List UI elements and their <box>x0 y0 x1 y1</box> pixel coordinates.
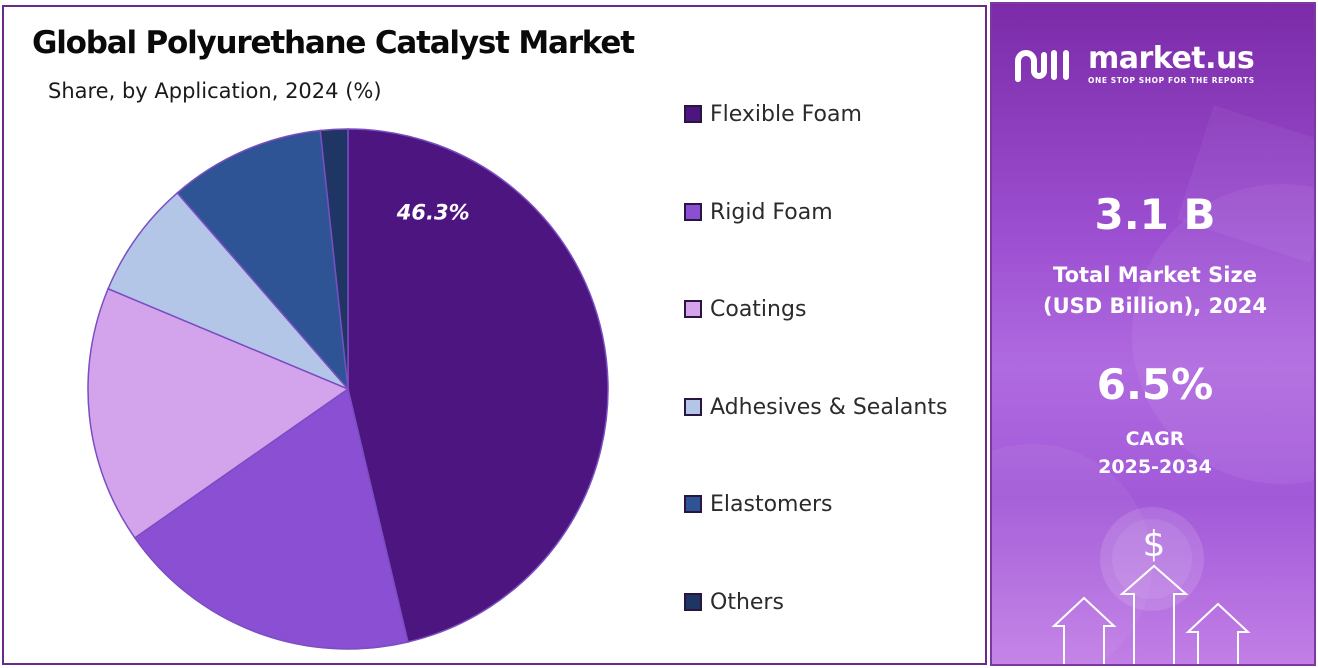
brand-name: market.us <box>1088 41 1255 76</box>
legend-item: Others <box>684 588 784 616</box>
cagr-value: 6.5% <box>1096 360 1214 409</box>
dollar-icon: $ <box>1143 524 1166 565</box>
legend-label: Others <box>710 589 784 615</box>
chart-title: Global Polyurethane Catalyst Market <box>32 25 635 61</box>
legend-label: Rigid Foam <box>710 199 833 225</box>
brand-tagline: ONE STOP SHOP FOR THE REPORTS <box>1088 76 1255 85</box>
summary-panel: market.us ONE STOP SHOP FOR THE REPORTS … <box>990 2 1316 666</box>
legend-swatch <box>684 300 702 318</box>
pie-slice <box>347 128 609 643</box>
chart-panel: Global Polyurethane Catalyst Market Shar… <box>2 5 987 665</box>
market-size-label-line2: (USD Billion), 2024 <box>1042 294 1268 318</box>
legend-item: Adhesives & Sealants <box>684 393 947 421</box>
legend-swatch <box>684 593 702 611</box>
pie-data-label: 46.3% <box>396 200 470 224</box>
market-size-value: 3.1 B <box>1094 190 1216 239</box>
pie-slice <box>87 287 350 539</box>
growth-graphic: $ <box>1051 524 1251 664</box>
market-size-label-line1: Total Market Size <box>1053 263 1257 287</box>
pie-chart: 46.3% <box>87 128 609 650</box>
legend-label: Coatings <box>710 296 807 322</box>
legend-item: Rigid Foam <box>684 198 833 226</box>
cagr-label-line1: CAGR <box>1125 428 1185 450</box>
legend-label: Flexible Foam <box>710 101 862 127</box>
pie-slice <box>176 129 349 392</box>
pie-slice <box>319 128 349 390</box>
legend-item: Flexible Foam <box>684 100 862 128</box>
legend-item: Elastomers <box>684 490 833 518</box>
market-us-logo-icon <box>1015 49 1069 82</box>
legend-swatch <box>684 495 702 513</box>
pie-slice <box>107 191 349 390</box>
legend-swatch <box>684 398 702 416</box>
legend-label: Elastomers <box>710 491 833 517</box>
cagr-label-line2: 2025-2034 <box>1098 456 1212 478</box>
legend-swatch <box>684 203 702 221</box>
arrow-up-icon <box>1051 564 1251 664</box>
pie-slice <box>133 387 409 650</box>
legend-item: Coatings <box>684 295 806 323</box>
chart-subtitle: Share, by Application, 2024 (%) <box>48 79 382 103</box>
background-decoration <box>992 105 1314 664</box>
legend-swatch <box>684 105 702 123</box>
legend-label: Adhesives & Sealants <box>710 394 948 420</box>
brand: market.us ONE STOP SHOP FOR THE REPORTS <box>1012 44 1255 85</box>
